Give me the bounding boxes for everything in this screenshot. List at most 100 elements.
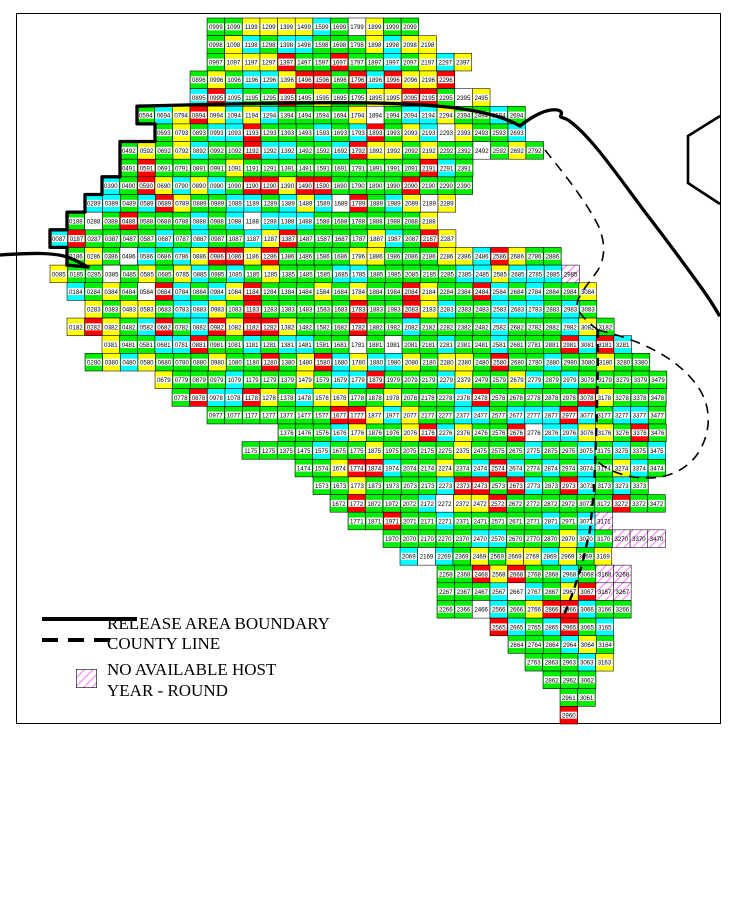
svg-text:0790: 0790 [175,183,189,190]
svg-text:1186: 1186 [246,254,260,261]
svg-text:0490: 0490 [122,183,136,190]
svg-text:1199: 1199 [245,24,259,31]
svg-text:1688: 1688 [334,218,348,225]
svg-text:1881: 1881 [369,342,383,349]
svg-text:3179: 3179 [598,377,612,384]
svg-text:1685: 1685 [334,271,348,278]
svg-text:2871: 2871 [544,518,558,525]
svg-text:0977: 0977 [209,413,223,420]
svg-text:1082: 1082 [228,324,242,331]
svg-text:2864: 2864 [545,642,559,649]
svg-text:1891: 1891 [369,165,383,172]
svg-text:2291: 2291 [440,165,454,172]
svg-text:3376: 3376 [633,430,647,437]
svg-text:2678: 2678 [509,395,523,402]
svg-text:1179: 1179 [246,377,260,384]
svg-text:2977: 2977 [562,413,576,420]
svg-text:1585: 1585 [317,271,331,278]
svg-text:0681: 0681 [157,342,171,349]
svg-text:1593: 1593 [316,130,330,137]
svg-text:2268: 2268 [439,571,453,578]
svg-text:2174: 2174 [421,465,435,472]
svg-text:1979: 1979 [386,377,400,384]
svg-text:3270: 3270 [614,536,628,543]
svg-text:1781: 1781 [351,342,365,349]
svg-text:0188: 0188 [69,218,83,225]
svg-text:1481: 1481 [298,342,312,349]
svg-text:2778: 2778 [527,395,541,402]
svg-text:0684: 0684 [157,289,171,296]
svg-text:2092: 2092 [404,148,418,155]
svg-text:2866: 2866 [545,607,559,614]
svg-text:1292: 1292 [263,148,277,155]
svg-text:0880: 0880 [193,360,207,367]
svg-text:2971: 2971 [562,518,576,525]
svg-text:1294: 1294 [263,112,277,119]
svg-text:0785: 0785 [176,271,190,278]
svg-text:2880: 2880 [546,360,560,367]
svg-text:3477: 3477 [650,413,664,420]
svg-text:2682: 2682 [510,324,524,331]
svg-text:1197: 1197 [245,60,259,67]
svg-text:2372: 2372 [456,501,470,508]
svg-text:1080: 1080 [228,360,242,367]
svg-text:0990: 0990 [210,183,224,190]
svg-text:2195: 2195 [421,95,435,102]
svg-text:1772: 1772 [350,501,364,508]
svg-text:2666: 2666 [510,607,524,614]
svg-text:1899: 1899 [368,24,382,31]
svg-text:0994: 0994 [210,112,224,119]
svg-text:2867: 2867 [545,589,559,596]
svg-text:2186: 2186 [422,254,436,261]
svg-text:0982: 0982 [210,324,224,331]
svg-text:1391: 1391 [281,165,295,172]
svg-text:2384: 2384 [457,289,471,296]
svg-text:1679: 1679 [334,377,348,384]
svg-text:0592: 0592 [140,148,154,155]
svg-text:2379: 2379 [457,377,471,384]
svg-text:3081: 3081 [581,342,595,349]
svg-text:1182: 1182 [246,324,260,331]
svg-text:3272: 3272 [614,501,628,508]
svg-text:2182: 2182 [422,324,436,331]
svg-text:2271: 2271 [438,518,452,525]
svg-text:2091: 2091 [404,165,418,172]
svg-text:3470: 3470 [650,536,664,543]
svg-text:2467: 2467 [474,589,488,596]
svg-text:0492: 0492 [122,148,136,155]
svg-text:2965: 2965 [563,624,577,631]
svg-text:2985: 2985 [564,271,578,278]
svg-text:2492: 2492 [475,148,489,155]
svg-text:2973: 2973 [562,483,576,490]
svg-text:1097: 1097 [227,60,241,67]
svg-text:1198: 1198 [245,42,259,49]
svg-text:1687: 1687 [334,236,348,243]
svg-text:2667: 2667 [510,589,524,596]
svg-text:1379: 1379 [281,377,295,384]
svg-text:1878: 1878 [368,395,382,402]
svg-text:1275: 1275 [262,448,276,455]
svg-text:1771: 1771 [350,518,364,525]
svg-text:1798: 1798 [350,42,364,49]
svg-text:1999: 1999 [386,24,400,31]
svg-text:2584: 2584 [493,289,507,296]
svg-text:3277: 3277 [615,413,629,420]
svg-text:2975: 2975 [562,448,576,455]
svg-text:2295: 2295 [439,95,453,102]
svg-text:1399: 1399 [280,24,294,31]
svg-text:3276: 3276 [615,430,629,437]
svg-text:2583: 2583 [493,307,507,314]
svg-text:2680: 2680 [511,360,525,367]
svg-text:1680: 1680 [334,360,348,367]
svg-text:2191: 2191 [422,165,436,172]
svg-text:2875: 2875 [544,448,558,455]
svg-text:1582: 1582 [316,324,330,331]
svg-text:1986: 1986 [387,254,401,261]
svg-text:3171: 3171 [597,518,611,525]
svg-text:1290: 1290 [263,183,277,190]
svg-text:0993: 0993 [210,130,224,137]
svg-text:1974: 1974 [385,465,399,472]
svg-text:2681: 2681 [510,342,524,349]
svg-text:1578: 1578 [315,395,329,402]
svg-text:3165: 3165 [598,624,612,631]
